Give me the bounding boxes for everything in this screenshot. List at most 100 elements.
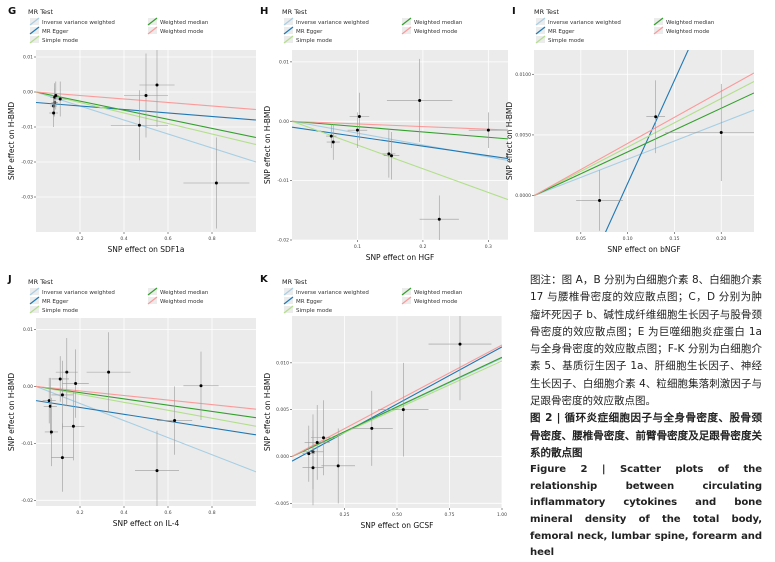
- point-marker: [137, 123, 141, 127]
- figure-caption: 图注：图 A，B 分别为白细胞介素 8、白细胞介素 17 与腰椎骨密度的效应散点…: [530, 272, 762, 562]
- legend-key-line: [401, 287, 412, 296]
- snp-point: [49, 99, 58, 127]
- point-marker: [71, 424, 75, 428]
- snp-point: [52, 81, 60, 110]
- point-marker: [65, 370, 69, 374]
- y-tick-label: -0.01: [21, 441, 33, 447]
- point-marker: [486, 128, 490, 132]
- snp-point: [326, 124, 337, 148]
- legend-key-line: [29, 35, 40, 44]
- legend-key-line: [147, 17, 158, 26]
- legend-label: Simple mode: [42, 38, 79, 44]
- legend-key-line: [283, 305, 294, 314]
- legend-label: Weighted mode: [414, 29, 458, 35]
- x-tick-label: 0.25: [339, 512, 349, 518]
- scatter-panel-i: I MR Test Inverse variance weighted MR Egge…: [505, 6, 754, 254]
- legend-key-line: [653, 17, 664, 26]
- regression-line-simple-mode: [534, 81, 754, 197]
- snp-point: [350, 390, 393, 466]
- x-tick-label: 0.50: [392, 512, 402, 518]
- snp-point: [183, 137, 250, 229]
- legend-label: Weighted median: [160, 20, 209, 26]
- x-tick-label: 0.6: [164, 510, 171, 516]
- y-tick-label: 0.01: [279, 59, 289, 65]
- point-marker: [355, 128, 359, 132]
- y-tick-label: -0.01: [21, 125, 33, 131]
- data-points-g: [49, 50, 250, 229]
- point-marker: [336, 464, 340, 468]
- legend-label: Inverse variance weighted: [548, 20, 621, 26]
- y-tick-label: 0.010: [276, 360, 289, 366]
- regression-line-weighted-mode: [292, 120, 508, 131]
- y-tick-label: 0.00: [23, 384, 33, 390]
- point-marker: [214, 181, 218, 185]
- x-tick-label: 0.3: [485, 244, 492, 250]
- caption-title-en: Figure 2 | Scatter plots of the relation…: [530, 464, 762, 559]
- point-marker: [47, 399, 51, 403]
- y-tick-label: -0.02: [21, 160, 33, 166]
- legend-key-line: [535, 26, 546, 35]
- regression-line-mr-egger: [36, 400, 256, 436]
- x-tick-label: 0.10: [623, 236, 633, 242]
- scatter-panel-g: G MR Test Inverse variance weighted MR Egge…: [7, 6, 256, 254]
- y-tick-label: 0.0100: [515, 72, 531, 78]
- legend-j: MR Test Inverse variance weighted MR Egger…: [28, 278, 209, 314]
- point-marker: [719, 131, 723, 135]
- legend-key-line: [29, 287, 40, 296]
- snp-point: [44, 397, 58, 467]
- legend-title: MR Test: [534, 8, 559, 16]
- legend-label: Simple mode: [296, 38, 333, 44]
- x-tick-label: 0.4: [120, 510, 127, 516]
- point-marker: [155, 83, 159, 87]
- legend-title: MR Test: [28, 8, 53, 16]
- point-marker: [311, 466, 315, 470]
- x-tick-label: 0.15: [669, 236, 679, 242]
- legend-key-line: [29, 26, 40, 35]
- point-marker: [389, 154, 393, 158]
- y-tick-label: -0.02: [277, 238, 289, 244]
- regression-line-weighted-median: [534, 92, 754, 197]
- y-axis-label-h: SNP effect on H-BMD: [263, 106, 272, 185]
- legend-key-line: [29, 17, 40, 26]
- tick-labels-k: 0.25 0.50 0.75 1.00 -0.005 0.000 0.005 0.010: [274, 360, 507, 518]
- gridlines-j: [36, 318, 256, 506]
- tick-labels-i: 0.05 0.10 0.15 0.20 0.0000 0.0050 0.0100: [515, 72, 726, 242]
- legend-key-line: [401, 26, 412, 35]
- x-axis-label-k: SNP effect on GCSF: [361, 521, 434, 530]
- point-marker: [199, 384, 203, 388]
- legend-label: Weighted median: [414, 290, 463, 296]
- snp-point: [468, 112, 508, 148]
- data-points-j: [42, 332, 219, 506]
- legend-label: Weighted mode: [160, 299, 204, 305]
- x-tick-label: 0.2: [419, 244, 426, 250]
- regression-line-weighted-mode: [36, 385, 256, 410]
- x-axis-label-h: SNP effect on HGF: [366, 253, 435, 262]
- legend-key-line: [283, 296, 294, 305]
- tick-labels-g: 0.2 0.4 0.6 0.8 -0.03 -0.02 -0.01 0.00 0.01: [21, 55, 215, 243]
- y-tick-label: 0.00: [23, 90, 33, 96]
- snp-point: [43, 377, 57, 435]
- point-marker: [315, 440, 319, 444]
- point-marker: [307, 452, 311, 456]
- point-marker: [357, 115, 361, 118]
- point-marker: [107, 370, 111, 374]
- regression-line-weighted-median: [292, 120, 508, 140]
- regression-line-weighted-mode: [534, 72, 754, 197]
- snp-point: [321, 428, 355, 504]
- snp-point: [386, 58, 453, 143]
- legend-key-line: [401, 296, 412, 305]
- legend-label: MR Egger: [548, 29, 575, 35]
- regression-line-mr-egger: [292, 126, 508, 160]
- snp-point: [51, 356, 69, 402]
- point-marker: [60, 456, 64, 460]
- scatter-panel-j: J MR Test Inverse variance weighted MR Egge…: [7, 274, 256, 528]
- point-marker: [437, 217, 441, 221]
- snp-point: [110, 90, 168, 161]
- y-tick-label: 0.000: [276, 454, 289, 460]
- y-tick-label: 0.01: [23, 55, 33, 61]
- legend-label: MR Egger: [296, 29, 323, 35]
- regression-line-weighted-median: [292, 356, 502, 457]
- point-marker: [329, 134, 333, 138]
- snp-point: [51, 423, 74, 492]
- snp-point: [347, 112, 368, 148]
